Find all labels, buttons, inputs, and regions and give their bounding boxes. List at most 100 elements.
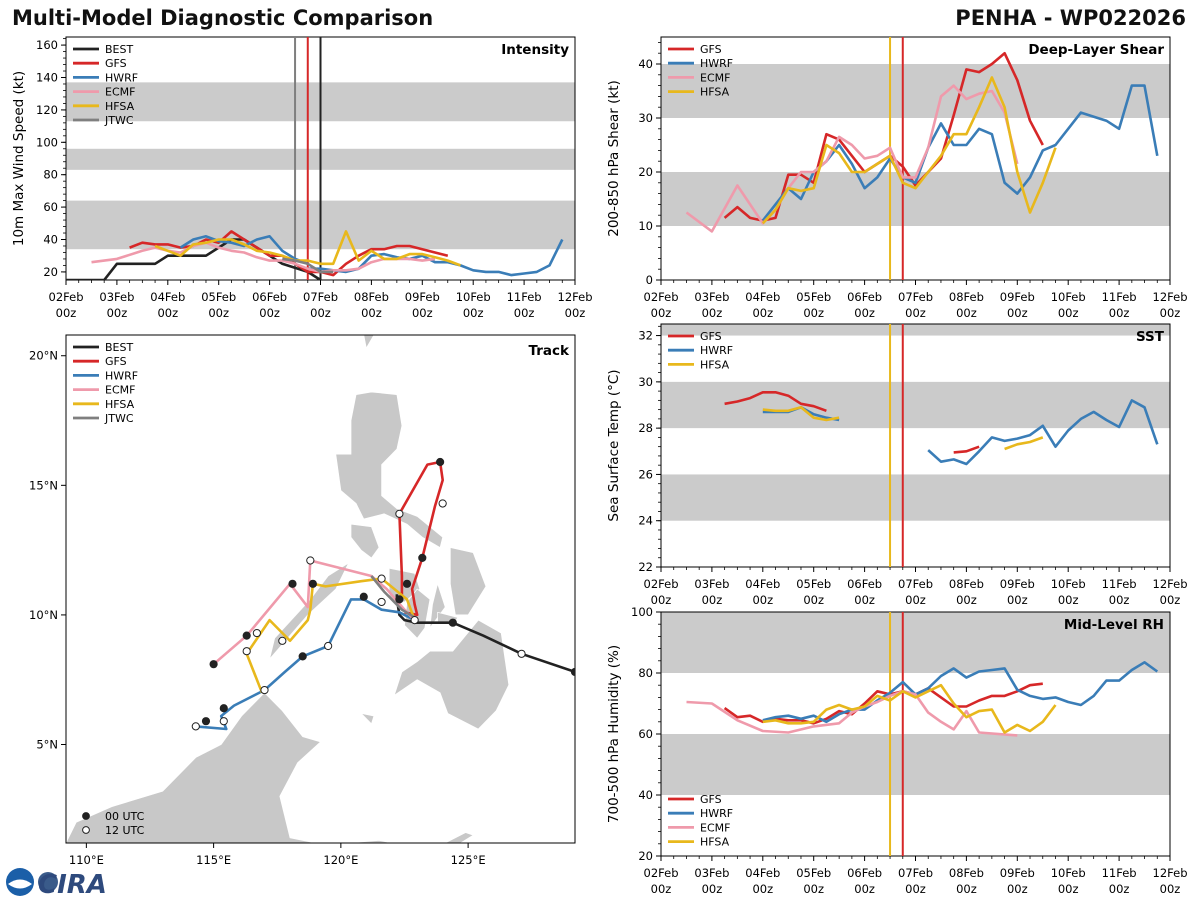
legend-label-gfs: GFS (105, 57, 127, 70)
x-tick-label: 06Feb (847, 866, 882, 880)
mindoro-island (350, 523, 380, 559)
noaa-gull-icon (8, 879, 32, 889)
track-marker-00utc (436, 457, 445, 467)
sst-band (661, 381, 1170, 429)
track-marker-00utc (219, 704, 228, 713)
legend-label-jtwc: JTWC (104, 412, 134, 425)
track-marker-00utc (242, 631, 251, 640)
sst-panel: 22 24 26 28 30 32 02Feb 00z 03Feb 00z 04Feb 00z 05Fe… (606, 323, 1188, 607)
x-tick-label: 08Feb (354, 290, 389, 304)
x-tick-label: 09Feb (1000, 290, 1035, 304)
series-line-hfsa (762, 683, 1057, 734)
x-tick-label: 02Feb (644, 290, 679, 304)
x-tick-label: 11Feb (507, 290, 542, 304)
legend-label-hwrf: HWRF (700, 344, 733, 357)
x-tick-hour-label: 00z (702, 593, 723, 607)
x-tick-hour-label: 00z (1058, 882, 1079, 896)
shear-title: Deep-Layer Shear (1028, 42, 1164, 58)
legend-label-gfs: GFS (700, 793, 722, 806)
shear-band (661, 64, 1170, 118)
track-line-hwrf (195, 598, 416, 731)
x-tick-hour-label: 00z (1109, 882, 1130, 896)
y-tick-label: 40 (43, 233, 58, 247)
x-tick-label: 12Feb (1153, 866, 1188, 880)
x-tick-hour-label: 00z (854, 306, 875, 320)
lat-tick-label: 20°N (29, 349, 58, 363)
x-tick-hour-label: 00z (956, 306, 977, 320)
x-tick-hour-label: 00z (259, 306, 280, 320)
track-title: Track (529, 343, 570, 359)
x-tick-label: 12Feb (1153, 577, 1188, 591)
track-marker-00utc (395, 595, 404, 604)
samar-leyte-island (449, 547, 487, 616)
rh-series-group (686, 661, 1159, 737)
x-tick-label: 09Feb (1000, 866, 1035, 880)
series-line-hwrf (927, 399, 1159, 466)
track-marker-00utc (209, 660, 218, 669)
legend-label-hwrf: HWRF (700, 57, 733, 70)
series-line-hfsa (154, 230, 461, 267)
x-tick-hour-label: 00z (956, 882, 977, 896)
y-tick-label: 10 (638, 219, 653, 233)
series-line-hwrf (179, 235, 309, 266)
legend-label-ecmf: ECMF (105, 384, 135, 397)
track-marker-00utc (201, 717, 211, 726)
track-marker-00utc (570, 667, 575, 677)
y-tick-label: 0 (646, 273, 653, 287)
x-tick-label: 04Feb (150, 290, 185, 304)
track-marker-12utc (324, 641, 333, 651)
cira-logo-text: CIRA (38, 870, 107, 900)
taiwan-island (363, 335, 375, 349)
x-tick-hour-label: 00z (463, 306, 484, 320)
x-tick-label: 07Feb (898, 290, 933, 304)
sulu-island (360, 712, 375, 725)
x-tick-label: 10Feb (1051, 577, 1086, 591)
y-tick-label: 20 (638, 165, 653, 179)
x-tick-label: 02Feb (644, 577, 679, 591)
track-marker-00utc (288, 579, 297, 588)
legend-label-hfsa: HFSA (700, 836, 730, 849)
x-tick-label: 06Feb (847, 290, 882, 304)
intensity-series-group (66, 230, 564, 280)
x-tick-label: 06Feb (847, 577, 882, 591)
x-tick-hour-label: 00z (905, 306, 926, 320)
x-tick-hour-label: 00z (905, 593, 926, 607)
series-line-gfs (723, 682, 1043, 725)
track-marker-00utc (402, 579, 412, 588)
lat-tick-label: 15°N (29, 478, 58, 492)
x-tick-hour-label: 00z (854, 593, 875, 607)
intensity-panel: 20 40 60 80 100 120 140 160 02Feb 00z 03Feb 00z 04Fe… (11, 36, 593, 320)
lon-tick-label: 125°E (451, 853, 486, 867)
x-tick-label: 04Feb (745, 290, 780, 304)
x-tick-hour-label: 00z (1058, 306, 1079, 320)
marker-legend-label: 00 UTC (105, 810, 145, 823)
rh-band (661, 612, 1170, 673)
y-tick-label: 60 (43, 200, 58, 214)
x-tick-label: 03Feb (694, 866, 729, 880)
x-tick-label: 08Feb (949, 577, 984, 591)
x-tick-label: 04Feb (745, 866, 780, 880)
intensity-ylabel: 10m Max Wind Speed (kt) (11, 71, 27, 246)
rh-band (661, 734, 1170, 795)
series-line-hfsa (1004, 436, 1044, 451)
intensity-title: Intensity (501, 42, 569, 58)
x-tick-hour-label: 00z (1160, 593, 1181, 607)
x-tick-label: 12Feb (558, 290, 593, 304)
sst-title: SST (1136, 329, 1165, 345)
x-tick-hour-label: 00z (702, 306, 723, 320)
legend-label-hwrf: HWRF (105, 71, 138, 84)
y-tick-label: 20 (43, 265, 58, 279)
x-tick-hour-label: 00z (803, 882, 824, 896)
track-marker-12utc (377, 574, 386, 583)
track-marker-12utc (395, 509, 404, 518)
x-tick-label: 05Feb (201, 290, 236, 304)
x-tick-label: 02Feb (644, 866, 679, 880)
y-tick-label: 60 (638, 727, 653, 741)
y-tick-label: 26 (638, 467, 653, 481)
rh-panel: 20 40 60 80 100 02Feb 00z 03Feb 00z 04Feb 00z 05Feb… (606, 605, 1188, 896)
marker-legend-label: 12 UTC (105, 824, 145, 837)
x-tick-label: 03Feb (694, 290, 729, 304)
rh-title: Mid-Level RH (1064, 617, 1164, 633)
track-marker-12utc (410, 616, 419, 625)
